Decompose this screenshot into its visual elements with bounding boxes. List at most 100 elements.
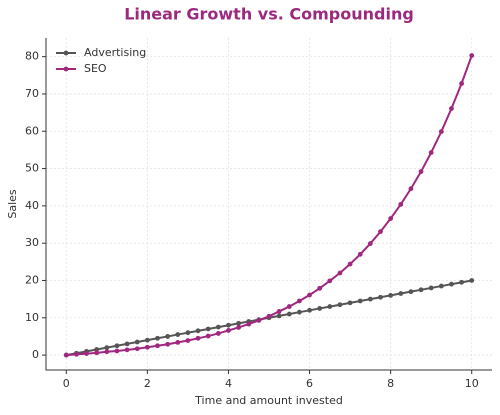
point bbox=[266, 313, 272, 319]
series-line bbox=[66, 55, 473, 357]
y-tick-label: 40 bbox=[25, 199, 39, 212]
point bbox=[469, 53, 475, 58]
point bbox=[378, 229, 383, 235]
point bbox=[438, 129, 444, 135]
point bbox=[276, 313, 282, 319]
point bbox=[256, 317, 262, 323]
chart-title: Linear Growth vs. Compounding bbox=[124, 5, 414, 24]
point bbox=[114, 343, 120, 349]
point bbox=[357, 251, 363, 257]
point bbox=[165, 341, 171, 347]
point bbox=[388, 292, 394, 298]
point bbox=[357, 298, 363, 304]
point bbox=[94, 350, 100, 356]
y-tick-label: 10 bbox=[25, 311, 39, 324]
point bbox=[124, 341, 130, 347]
y-tick-label: 80 bbox=[25, 50, 39, 63]
point bbox=[175, 339, 181, 345]
point bbox=[185, 338, 191, 343]
point bbox=[104, 349, 110, 355]
point bbox=[276, 309, 282, 314]
point bbox=[398, 201, 404, 207]
point bbox=[378, 294, 383, 300]
point bbox=[418, 169, 424, 174]
y-tick-label: 0 bbox=[32, 348, 39, 361]
point bbox=[418, 287, 424, 293]
point bbox=[63, 352, 69, 358]
point bbox=[185, 330, 191, 336]
y-tick-label: 60 bbox=[25, 124, 39, 137]
point bbox=[297, 298, 302, 304]
point bbox=[226, 328, 231, 333]
point bbox=[307, 292, 312, 298]
point bbox=[84, 351, 89, 356]
point bbox=[297, 309, 302, 315]
point bbox=[236, 325, 241, 330]
point bbox=[449, 281, 454, 287]
point bbox=[347, 261, 353, 267]
x-tick-label: 10 bbox=[465, 377, 479, 390]
x-axis-label: Time and amount invested bbox=[194, 394, 343, 407]
point bbox=[144, 337, 150, 343]
point bbox=[114, 348, 120, 354]
point bbox=[286, 304, 292, 309]
point bbox=[195, 328, 201, 334]
point bbox=[388, 216, 394, 221]
point bbox=[215, 331, 221, 336]
point bbox=[327, 278, 333, 284]
point bbox=[438, 283, 444, 289]
x-tick-label: 2 bbox=[144, 377, 151, 390]
point bbox=[337, 270, 343, 276]
point bbox=[428, 285, 434, 291]
axes bbox=[45, 38, 492, 371]
point bbox=[144, 344, 150, 350]
point bbox=[367, 296, 373, 302]
y-axis-label: Sales bbox=[6, 189, 19, 219]
point bbox=[327, 304, 333, 309]
point bbox=[175, 332, 181, 337]
point bbox=[134, 339, 140, 345]
point bbox=[408, 186, 414, 192]
point bbox=[236, 320, 241, 326]
point bbox=[408, 289, 414, 295]
point bbox=[134, 346, 140, 352]
legend-label: SEO bbox=[84, 62, 107, 75]
legend-label: Advertising bbox=[84, 46, 146, 59]
x-tick-label: 6 bbox=[306, 377, 313, 390]
point bbox=[428, 150, 434, 155]
y-tick-label: 30 bbox=[25, 236, 39, 249]
point bbox=[104, 345, 110, 351]
point bbox=[124, 347, 130, 353]
point bbox=[367, 241, 373, 246]
point bbox=[347, 300, 353, 306]
legend-marker bbox=[63, 66, 69, 72]
point bbox=[226, 322, 231, 328]
point bbox=[205, 333, 211, 339]
point bbox=[449, 106, 454, 111]
point bbox=[398, 291, 404, 296]
x-tick-label: 4 bbox=[225, 377, 232, 390]
point bbox=[307, 307, 312, 313]
point bbox=[469, 278, 475, 283]
point bbox=[165, 334, 171, 339]
point bbox=[94, 347, 100, 352]
y-tick-label: 70 bbox=[25, 87, 39, 100]
x-tick-label: 8 bbox=[387, 377, 394, 390]
point bbox=[317, 285, 323, 291]
point bbox=[337, 302, 343, 308]
y-tick-label: 50 bbox=[25, 162, 39, 175]
point bbox=[155, 343, 160, 349]
y-tick-label: 20 bbox=[25, 273, 39, 286]
point bbox=[246, 321, 252, 327]
point bbox=[74, 351, 79, 357]
point bbox=[155, 335, 160, 341]
point bbox=[195, 335, 201, 341]
x-tick-label: 0 bbox=[63, 377, 70, 390]
point bbox=[459, 81, 464, 86]
point bbox=[459, 279, 464, 285]
point bbox=[286, 311, 292, 317]
point bbox=[215, 324, 221, 330]
point bbox=[317, 306, 323, 311]
point bbox=[205, 326, 211, 332]
